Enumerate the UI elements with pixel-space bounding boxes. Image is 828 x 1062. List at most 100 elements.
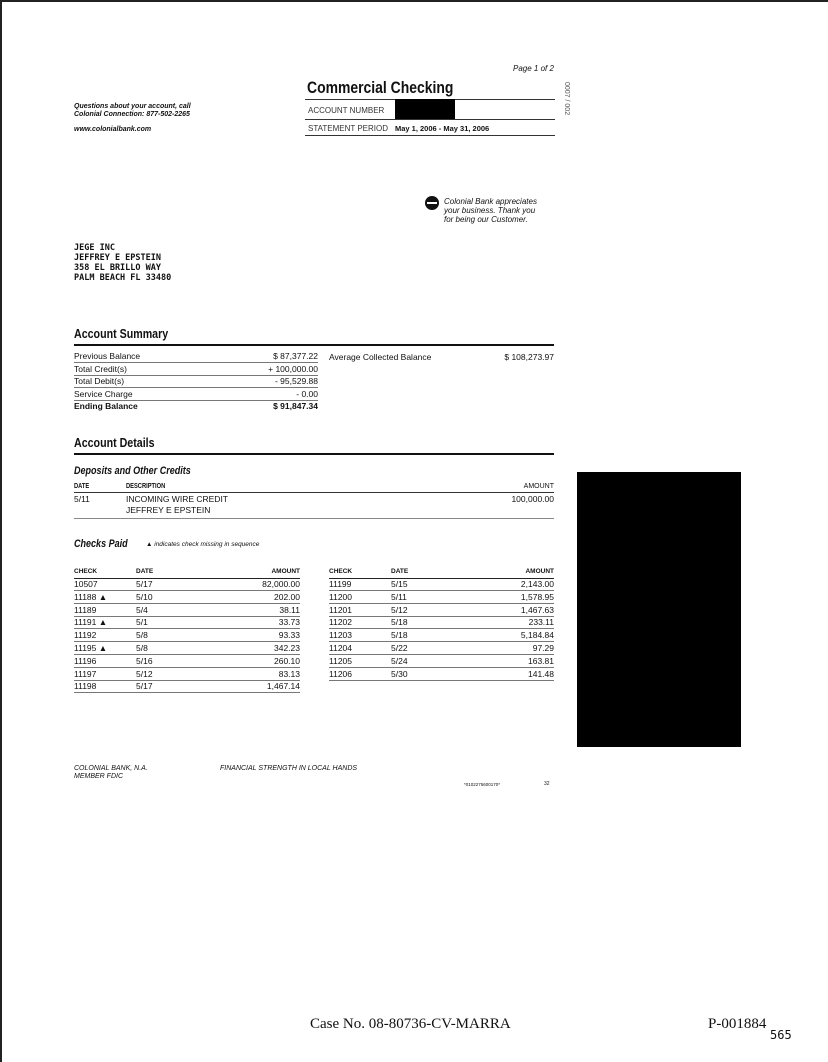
check-amount: 1,467.63 <box>520 604 554 615</box>
deposit-description: INCOMING WIRE CREDIT JEFFREY E EPSTEIN <box>126 494 228 516</box>
check-amount: 202.00 <box>274 591 300 602</box>
summary-label: Total Debit(s) <box>74 376 125 386</box>
check-number: 11202 <box>329 617 353 628</box>
check-number: 11197 <box>74 668 97 679</box>
colonial-bank-logo-icon <box>425 196 439 210</box>
contact-info: Questions about your account, call Colon… <box>74 103 191 119</box>
website[interactable]: www.colonialbank.com <box>74 126 152 133</box>
check-amount: 1,578.95 <box>520 591 554 602</box>
col-amount: AMOUNT <box>271 568 300 575</box>
redacted-account-number <box>395 99 455 120</box>
check-number: 11192 <box>74 630 97 641</box>
address-line: JEGE INC <box>74 243 115 253</box>
col-date: DATE <box>391 568 409 575</box>
avg-balance-value: $ 108,273.97 <box>504 352 554 362</box>
check-number: 11204 <box>329 643 353 653</box>
check-row: 11203 5/18 5,184.84 <box>329 629 554 643</box>
summary-row: Service Charge - 0.00 <box>74 388 318 401</box>
summary-label: Previous Balance <box>74 351 141 361</box>
checks-header: CHECK DATE AMOUNT <box>329 566 554 579</box>
check-row: 11206 5/30 141.48 <box>329 668 554 681</box>
address-line: PALM BEACH FL 33480 <box>74 273 172 283</box>
check-number: 11205 <box>329 655 353 666</box>
col-date: DATE <box>74 483 90 490</box>
check-date: 5/15 <box>391 579 408 589</box>
fdic-line: MEMBER FDIC <box>74 773 123 780</box>
checks-header: CHECK DATE AMOUNT <box>74 566 300 579</box>
check-number: 11198 <box>74 681 97 692</box>
check-amount: 233.11 <box>528 617 554 628</box>
footer-num: 32 <box>544 781 550 787</box>
deposit-date: 5/11 <box>74 494 90 504</box>
col-description: DESCRIPTION <box>126 483 166 490</box>
thanks-line: for being our Customer. <box>444 215 528 224</box>
check-row: 11201 5/12 1,467.63 <box>329 604 554 617</box>
page-number: Page 1 of 2 <box>513 64 554 73</box>
thanks-line: Colonial Bank appreciates <box>444 197 537 206</box>
check-row: 11197 5/12 83.13 <box>74 668 300 681</box>
col-amount: AMOUNT <box>523 483 554 490</box>
address-line: 358 EL BRILLO WAY <box>74 263 161 273</box>
summary-row: Total Credit(s) + 100,000.00 <box>74 363 318 376</box>
bates-sub: 565 <box>770 1028 792 1042</box>
side-code: 0007 / 002 <box>563 82 570 116</box>
check-number: 11206 <box>329 668 353 679</box>
case-number: Case No. 08-80736-CV-MARRA <box>310 1016 511 1032</box>
check-amount: 260.10 <box>274 655 300 666</box>
check-row: 11195 ▲ 5/8 342.23 <box>74 642 300 655</box>
check-row: 10507 5/17 82,000.00 <box>74 578 300 591</box>
check-amount: 83.13 <box>278 668 300 679</box>
check-date: 5/12 <box>136 668 153 679</box>
checks-note-text: indicates check missing in sequence <box>154 541 260 548</box>
summary-row: Ending Balance $ 91,847.34 <box>74 400 318 412</box>
slogan: FINANCIAL STRENGTH IN LOCAL HANDS <box>220 765 358 772</box>
check-number: 11188 ▲ <box>74 591 108 602</box>
check-row: 11205 5/24 163.81 <box>329 655 554 668</box>
summary-value: - 95,529.88 <box>274 376 318 386</box>
check-date: 5/1 <box>136 617 148 628</box>
account-number-label: ACCOUNT NUMBER <box>308 106 385 115</box>
check-date: 5/18 <box>391 617 408 628</box>
check-date: 5/22 <box>391 643 408 653</box>
bates-number: P-001884 <box>708 1016 767 1032</box>
check-row: 11202 5/18 233.11 <box>329 616 554 630</box>
check-number: 11200 <box>329 591 353 602</box>
statement-period: May 1, 2006 - May 31, 2006 <box>395 124 490 133</box>
summary-value: $ 87,377.22 <box>273 351 318 361</box>
check-date: 5/18 <box>391 630 408 641</box>
bank-name: COLONIAL BANK, N.A. MEMBER FDIC <box>74 765 148 781</box>
check-number: 11199 <box>329 579 352 589</box>
check-date: 5/8 <box>136 630 148 641</box>
col-date: DATE <box>136 568 154 575</box>
redacted-block <box>577 472 741 747</box>
summary-row: Previous Balance $ 87,377.22 <box>74 350 318 363</box>
summary-label: Service Charge <box>74 388 133 399</box>
deposit-amount: 100,000.00 <box>511 494 554 504</box>
check-amount: 342.23 <box>274 643 300 653</box>
summary-value: + 100,000.00 <box>268 363 318 374</box>
check-amount: 93.33 <box>278 630 300 641</box>
checks-note: ▲ indicates check missing in sequence <box>146 541 259 548</box>
bank-line: COLONIAL BANK, N.A. <box>74 765 148 772</box>
summary-row: Total Debit(s) - 95,529.88 <box>74 375 318 388</box>
check-number: 11201 <box>329 604 353 615</box>
check-number: 11189 <box>74 604 97 615</box>
check-row: 11192 5/8 93.33 <box>74 629 300 643</box>
missing-sequence-icon: ▲ <box>146 541 155 548</box>
col-amount: AMOUNT <box>525 568 554 575</box>
account-summary-title: Account Summary <box>74 326 169 341</box>
summary-label: Ending Balance <box>74 401 138 411</box>
check-number: 11203 <box>329 630 353 641</box>
checks-paid-title: Checks Paid <box>74 538 128 550</box>
check-number: 10507 <box>74 579 98 589</box>
check-row: 11198 5/17 1,467.14 <box>74 680 300 694</box>
check-amount: 97.29 <box>532 643 554 653</box>
footer-code: *0102275600170* <box>464 782 501 787</box>
check-amount: 141.48 <box>528 668 554 679</box>
check-date: 5/30 <box>391 668 408 679</box>
thanks-line: your business. Thank you <box>444 206 536 215</box>
check-row: 11191 ▲ 5/1 33.73 <box>74 616 300 630</box>
address-line: JEFFREY E EPSTEIN <box>74 253 161 263</box>
check-row: 11199 5/15 2,143.00 <box>329 578 554 591</box>
check-amount: 2,143.00 <box>520 579 554 589</box>
